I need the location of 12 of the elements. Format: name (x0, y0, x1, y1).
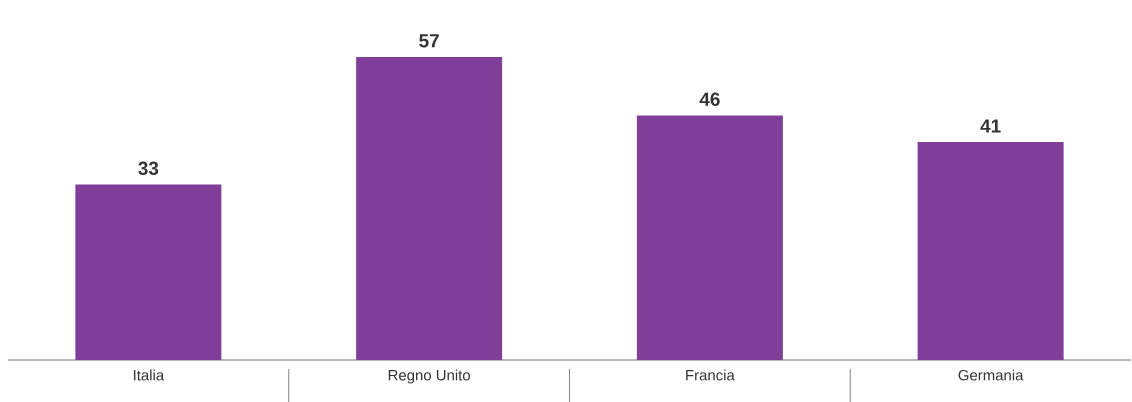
x-tick-label: Germania (958, 369, 1024, 381)
bar (917, 142, 1064, 360)
data-label: 46 (699, 92, 720, 106)
x-tick-label: Italia (133, 369, 165, 381)
bar (356, 56, 503, 360)
x-tick-label: Regno Unito (388, 369, 471, 384)
data-label: 57 (419, 34, 439, 48)
bar (636, 115, 783, 360)
x-tick-label: Francia (686, 369, 735, 381)
data-label: 41 (980, 119, 1001, 133)
bar (75, 184, 222, 360)
data-label: 33 (138, 161, 159, 176)
